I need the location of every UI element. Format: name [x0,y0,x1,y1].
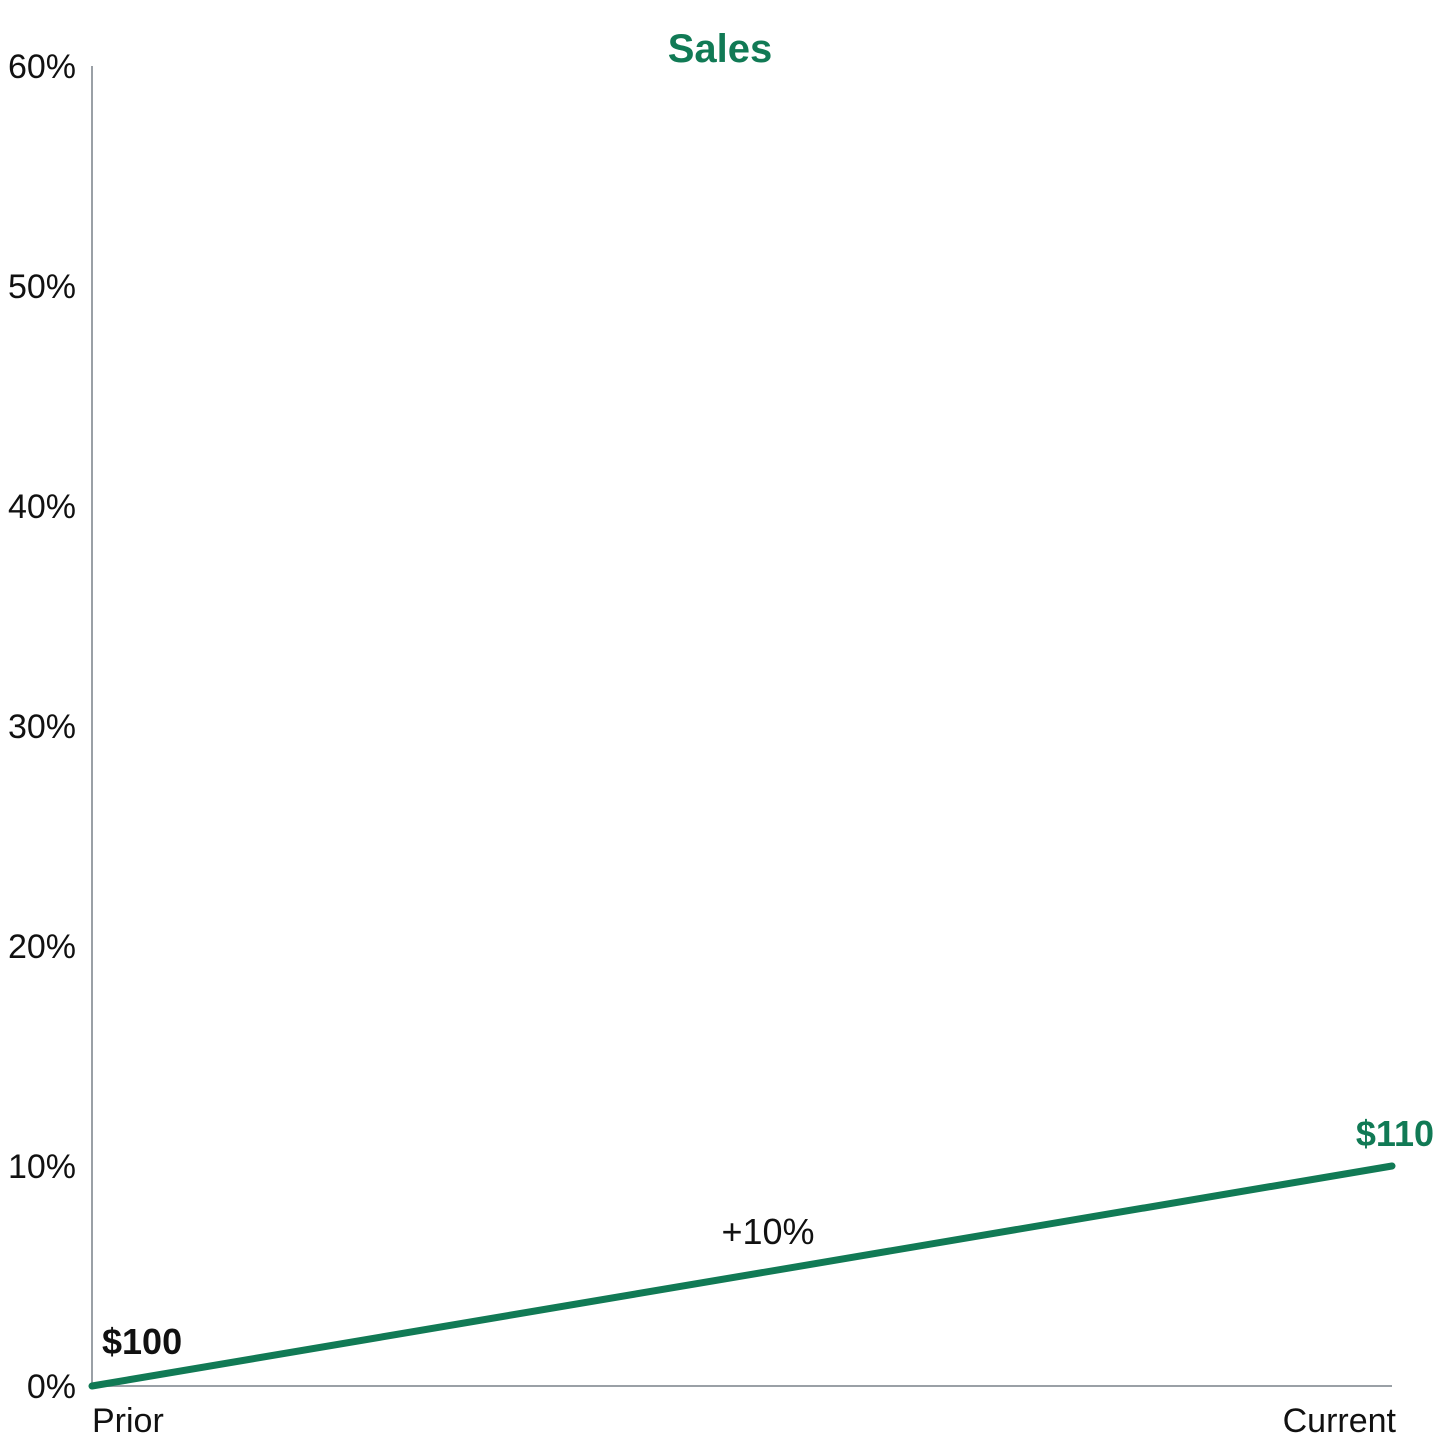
y-tick-label: 0% [27,1368,76,1406]
x-tick-label: Current [1283,1402,1397,1440]
y-tick-label: 60% [8,48,76,86]
x-tick-label: Prior [92,1402,164,1440]
y-tick-label: 10% [8,1148,76,1186]
start-value-label: $100 [102,1321,182,1362]
y-tick-label: 20% [8,928,76,966]
end-value-label: $110 [1356,1113,1434,1154]
y-tick-labels: 0% 10% 20% 30% 40% 50% 60% [8,48,76,1406]
x-tick-labels: Prior Current [92,1402,1397,1440]
sales-series-line [88,1162,1396,1390]
chart-title: Sales [668,27,773,71]
change-percent-label: +10% [721,1211,814,1252]
y-tick-label: 30% [8,708,76,746]
y-tick-label: 50% [8,268,76,306]
y-tick-label: 40% [8,488,76,526]
